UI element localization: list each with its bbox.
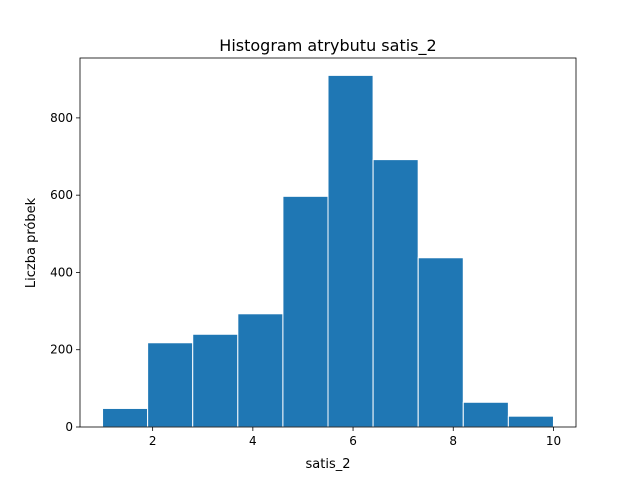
plot-frame (79, 57, 577, 428)
chart-title: Histogram atrybutu satis_2 (219, 36, 436, 56)
histogram-bar-9 (462, 401, 509, 428)
bars-layer (102, 74, 554, 428)
x-axis-ticks: 2 4 6 8 10 (149, 427, 561, 448)
histogram-bar-3 (192, 333, 239, 428)
y-axis-ticks: 0 200 400 600 800 (50, 111, 80, 434)
x-tick-label: 2 (149, 434, 157, 448)
x-axis-label: satis_2 (306, 457, 351, 472)
x-tick-label: 6 (349, 434, 357, 448)
y-tick-label: 400 (50, 265, 73, 279)
x-tick-label: 10 (546, 434, 561, 448)
histogram-bar-6 (327, 74, 374, 428)
y-tick-label: 800 (50, 111, 73, 125)
x-tick-label: 4 (249, 434, 257, 448)
histogram-bar-4 (237, 313, 284, 428)
histogram-bar-7 (372, 159, 419, 428)
y-axis-label: Liczba próbek (24, 197, 39, 288)
y-tick-label: 600 (50, 188, 73, 202)
histogram-bar-1 (102, 407, 149, 428)
y-tick-label: 0 (65, 420, 73, 434)
histogram-bar-8 (417, 257, 464, 428)
histogram-bar-2 (147, 342, 194, 428)
histogram-bar-10 (507, 415, 554, 428)
histogram-bar-5 (282, 195, 329, 428)
x-tick-label: 8 (449, 434, 457, 448)
y-tick-label: 200 (50, 343, 73, 357)
